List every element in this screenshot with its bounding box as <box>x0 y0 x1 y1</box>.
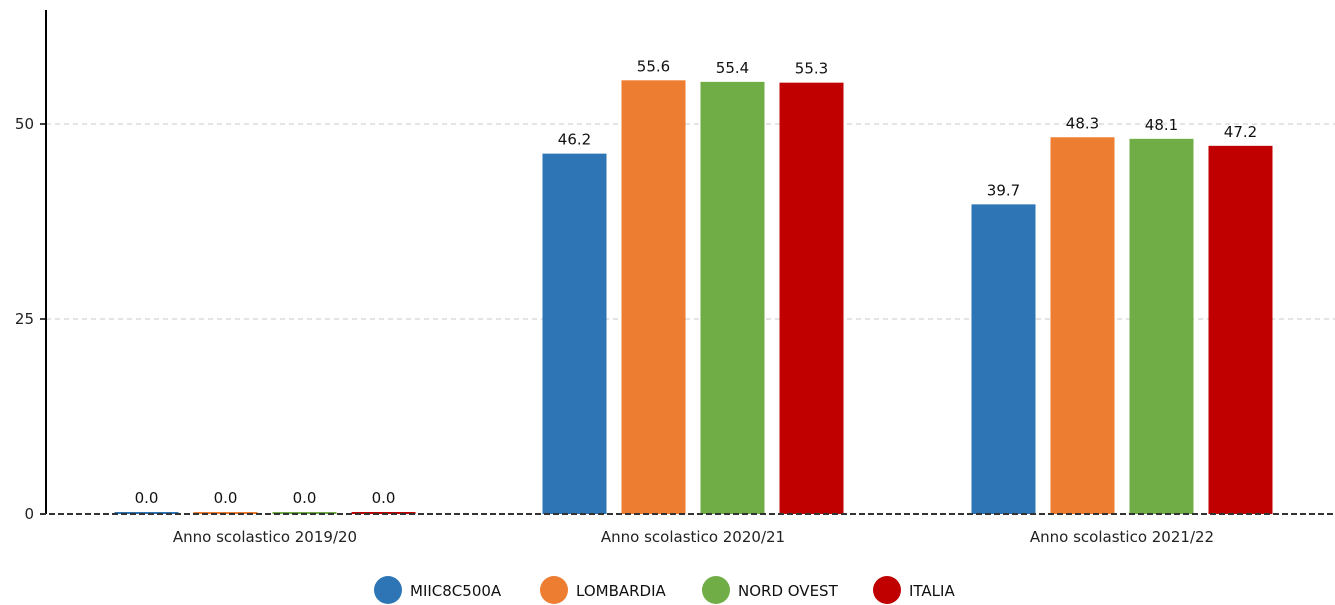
bar-italia-1 <box>779 82 844 514</box>
data-label: 0.0 <box>135 489 159 507</box>
y-tick-label: 0 <box>24 505 34 523</box>
legend-swatch <box>873 576 901 604</box>
bar-miic8c500a-1 <box>542 153 607 514</box>
legend-swatch <box>540 576 568 604</box>
bar-lombardia-2 <box>1050 137 1115 514</box>
data-label: 39.7 <box>987 181 1020 199</box>
bar-nord-ovest-2 <box>1129 138 1194 514</box>
x-axis: Anno scolastico 2019/20 Anno scolastico 2… <box>40 513 1335 546</box>
data-label: 55.3 <box>795 60 828 78</box>
bar-italia-2 <box>1208 145 1273 514</box>
bar-lombardia-1 <box>621 80 686 514</box>
legend-label: MIIC8C500A <box>410 582 502 600</box>
legend-label: ITALIA <box>909 582 955 600</box>
data-label: 0.0 <box>214 489 238 507</box>
x-category-label: Anno scolastico 2021/22 <box>1030 528 1214 546</box>
data-label: 48.3 <box>1066 114 1099 132</box>
bar-nord-ovest-1 <box>700 81 765 514</box>
x-category-label: Anno scolastico 2019/20 <box>173 528 357 546</box>
data-label: 46.2 <box>558 131 591 149</box>
legend-swatch <box>374 576 402 604</box>
y-tick-label: 25 <box>15 310 34 328</box>
data-label: 0.0 <box>372 489 396 507</box>
bar-miic8c500a-2 <box>971 204 1036 514</box>
data-label: 55.6 <box>637 57 670 75</box>
data-labels: 0.0 0.0 0.0 0.0 46.2 55.6 55.4 55.3 39.7 48.3 48.1… <box>135 57 1258 507</box>
y-tick-label: 50 <box>15 115 34 133</box>
legend-label: LOMBARDIA <box>576 582 667 600</box>
legend-swatch <box>702 576 730 604</box>
data-label: 47.2 <box>1224 123 1257 141</box>
bar-miic8c500a-0 <box>114 512 179 514</box>
gridlines <box>46 123 1335 320</box>
data-label: 48.1 <box>1145 116 1178 134</box>
y-axis: 0 25 50 <box>15 10 47 523</box>
x-category-label: Anno scolastico 2020/21 <box>601 528 785 546</box>
data-label: 55.4 <box>716 59 749 77</box>
data-label: 0.0 <box>293 489 317 507</box>
bars <box>114 80 1273 514</box>
legend-label: NORD OVEST <box>738 582 839 600</box>
legend: MIIC8C500A LOMBARDIA NORD OVEST ITALIA <box>374 576 955 604</box>
